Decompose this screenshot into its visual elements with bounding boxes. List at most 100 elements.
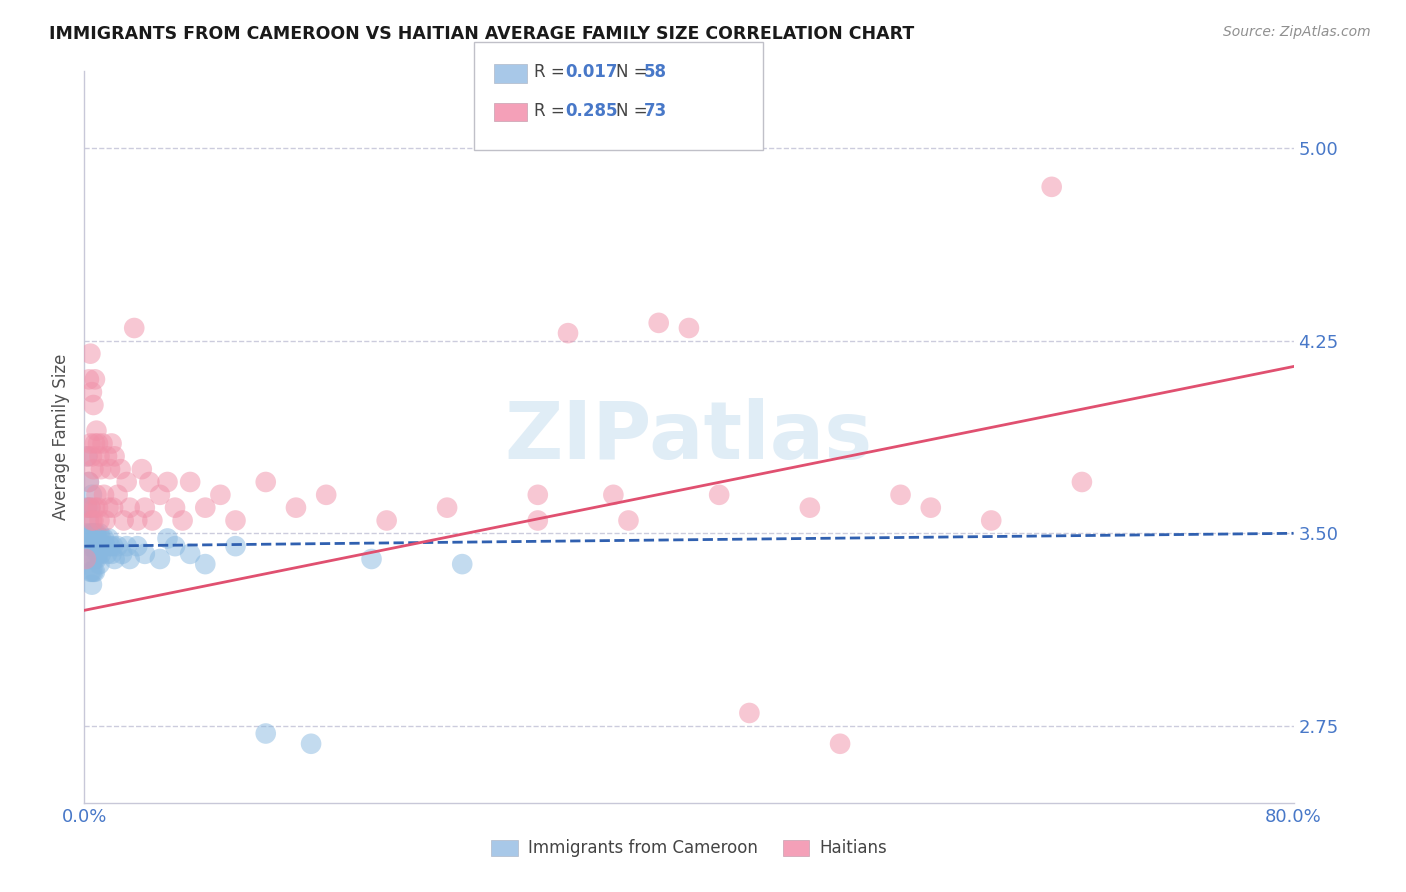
Point	[118, 552, 141, 566]
Point	[80, 450, 103, 464]
Point	[194, 500, 217, 515]
Point	[76, 500, 98, 515]
Point	[80, 526, 103, 541]
Point	[98, 462, 121, 476]
Point	[90, 547, 112, 561]
Point	[179, 475, 201, 489]
Point	[97, 500, 120, 515]
Point	[107, 488, 129, 502]
Point	[90, 462, 112, 476]
Point	[86, 539, 108, 553]
Text: 58: 58	[644, 63, 666, 81]
Point	[80, 385, 103, 400]
Point	[375, 514, 398, 528]
Point	[86, 488, 108, 502]
Point	[254, 475, 277, 489]
Point	[93, 488, 115, 502]
Point	[89, 557, 111, 571]
Point	[93, 532, 115, 546]
Point	[79, 500, 101, 515]
Point	[738, 706, 761, 720]
Point	[90, 532, 112, 546]
Point	[76, 450, 98, 464]
Point	[89, 526, 111, 541]
Text: ZIPatlas: ZIPatlas	[505, 398, 873, 476]
Text: 73: 73	[644, 102, 668, 120]
Point	[80, 577, 103, 591]
Point	[138, 475, 160, 489]
Y-axis label: Average Family Size: Average Family Size	[52, 354, 70, 520]
Point	[101, 500, 124, 515]
Point	[131, 462, 153, 476]
Point	[79, 436, 101, 450]
Text: 0.285: 0.285	[565, 102, 617, 120]
Point	[225, 539, 247, 553]
Point	[82, 514, 104, 528]
Point	[179, 547, 201, 561]
Point	[920, 500, 942, 515]
Point	[134, 500, 156, 515]
Point	[830, 737, 852, 751]
Point	[84, 552, 107, 566]
Point	[101, 539, 124, 553]
Point	[111, 547, 134, 561]
Point	[82, 565, 104, 579]
Legend: Immigrants from Cameroon, Haitians: Immigrants from Cameroon, Haitians	[484, 832, 894, 864]
Point	[225, 514, 247, 528]
Point	[84, 500, 107, 515]
Point	[156, 475, 179, 489]
Point	[100, 436, 122, 450]
Point	[77, 475, 100, 489]
Point	[149, 552, 172, 566]
Point	[82, 462, 104, 476]
Point	[360, 552, 382, 566]
Point	[451, 557, 474, 571]
Point	[82, 539, 104, 553]
Point	[436, 500, 458, 515]
Point	[156, 532, 179, 546]
Point	[75, 552, 97, 566]
Point	[1071, 475, 1094, 489]
Point	[118, 500, 141, 515]
Point	[115, 539, 138, 553]
Point	[91, 539, 114, 553]
Point	[165, 539, 187, 553]
Point	[557, 326, 579, 340]
Text: N =: N =	[616, 102, 652, 120]
Point	[104, 450, 127, 464]
Point	[709, 488, 731, 502]
Point	[122, 321, 145, 335]
Point	[602, 488, 624, 502]
Point	[75, 526, 97, 541]
Point	[86, 526, 108, 541]
Point	[87, 532, 110, 546]
Point	[84, 539, 107, 553]
Text: 0.017: 0.017	[565, 63, 617, 81]
Point	[80, 565, 103, 579]
Point	[107, 539, 129, 553]
Point	[678, 321, 700, 335]
Point	[141, 514, 163, 528]
Point	[76, 450, 98, 464]
Point	[209, 488, 232, 502]
Point	[617, 514, 640, 528]
Point	[80, 488, 103, 502]
Point	[87, 436, 110, 450]
Point	[89, 539, 111, 553]
Point	[77, 539, 100, 553]
Point	[79, 346, 101, 360]
Point	[112, 514, 135, 528]
Text: R =: R =	[534, 63, 571, 81]
Point	[79, 565, 101, 579]
Point	[86, 552, 108, 566]
Point	[127, 514, 149, 528]
Point	[84, 436, 107, 450]
Point	[84, 526, 107, 541]
Point	[104, 552, 127, 566]
Point	[82, 526, 104, 541]
Point	[648, 316, 671, 330]
Text: R =: R =	[534, 102, 571, 120]
Point	[80, 514, 103, 528]
Point	[79, 526, 101, 541]
Point	[97, 532, 120, 546]
